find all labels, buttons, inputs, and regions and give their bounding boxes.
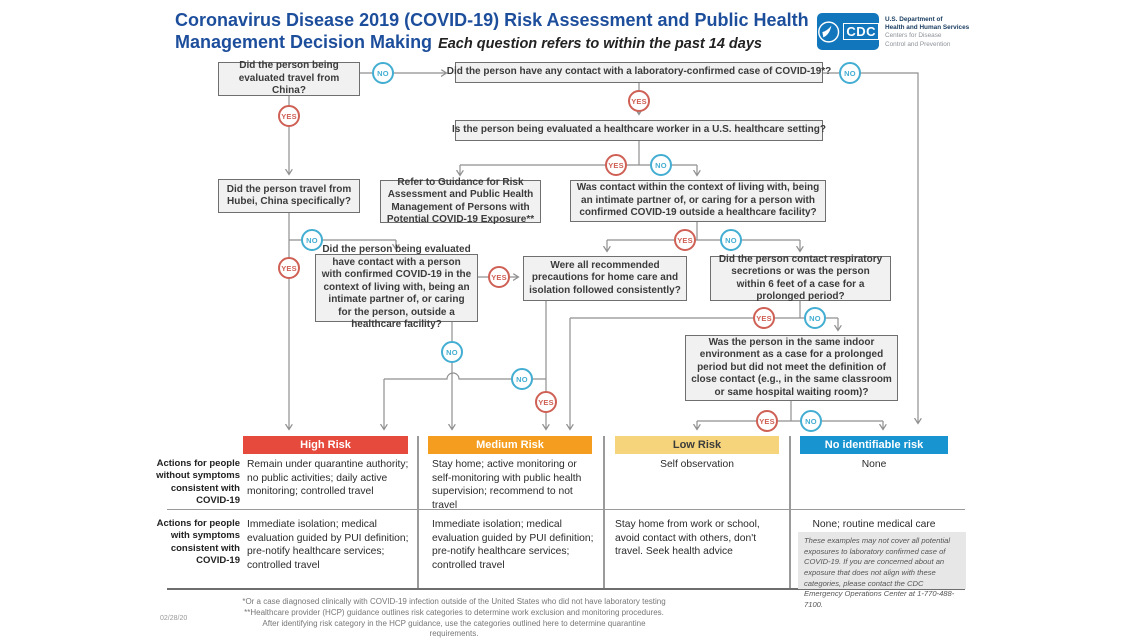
refer-guidance-box: Refer to Guidance for Risk Assessment an… <box>380 177 541 225</box>
yes-badge: YES <box>753 307 775 329</box>
title-line2: Management Decision Making Each question … <box>175 32 762 52</box>
date-stamp: 02/28/20 <box>160 615 188 622</box>
low-risk-bar: Low Risk <box>615 436 779 454</box>
title-subtitle: Each question refers to within the past … <box>438 36 762 52</box>
action-high-no-symptoms: Remain under quarantine authority; no pu… <box>247 459 409 498</box>
no-badge: NO <box>650 154 672 176</box>
row-label-without-symptoms: Actions for people without symptoms cons… <box>156 458 240 507</box>
action-norisk-no-symptoms: None <box>861 459 887 470</box>
question-indoor-environment: Was the person in the same indoor enviro… <box>685 335 898 401</box>
cdc-acronym: CDC <box>843 23 879 40</box>
yes-badge: YES <box>535 391 557 413</box>
yes-badge: YES <box>628 90 650 112</box>
no-badge: NO <box>511 368 533 390</box>
yes-badge: YES <box>756 410 778 432</box>
no-badge: NO <box>839 62 861 84</box>
logo-dept-line1: U.S. Department of <box>885 16 943 23</box>
yes-badge: YES <box>488 266 510 288</box>
no-identifiable-risk-bar: No identifiable risk <box>800 436 948 454</box>
question-contact-confirmed: Did the person have any contact with a l… <box>447 62 831 83</box>
footnotes: *Or a case diagnosed clinically with COV… <box>238 597 670 640</box>
question-respiratory: Did the person contact respiratory secre… <box>710 254 891 302</box>
no-badge: NO <box>301 229 323 251</box>
yes-badge: YES <box>674 229 696 251</box>
no-badge: NO <box>804 307 826 329</box>
column-divider <box>789 436 791 588</box>
action-low-no-symptoms: Self observation <box>660 459 734 470</box>
logo-sub-line1: Centers for Disease <box>885 32 942 40</box>
column-divider <box>417 436 419 588</box>
yes-badge: YES <box>605 154 627 176</box>
cdc-logo: CDC U.S. Department of Health and Human … <box>817 13 969 50</box>
yes-badge: YES <box>278 257 300 279</box>
high-risk-bar: High Risk <box>243 436 408 454</box>
footnote-2: **Healthcare provider (HCP) guidance out… <box>244 607 664 639</box>
logo-dept-line2: Health and Human Services <box>885 24 970 32</box>
action-high-symptoms: Immediate isolation; medical evaluation … <box>247 519 409 571</box>
cdc-logo-mark: CDC <box>817 13 879 50</box>
question-travel-china: Did the person being evaluated travel fr… <box>218 60 360 96</box>
medium-risk-bar: Medium Risk <box>428 436 592 454</box>
table-bottom-line <box>167 588 965 590</box>
no-badge: NO <box>720 229 742 251</box>
question-precautions: Were all recommended precautions for hom… <box>523 256 687 301</box>
action-medium-no-symptoms: Stay home; active monitoring or self-mon… <box>432 459 582 511</box>
question-travel-hubei: Did the person travel from Hubei, China … <box>218 179 360 213</box>
column-divider <box>603 436 605 588</box>
action-medium-symptoms: Immediate isolation; medical evaluation … <box>432 519 594 571</box>
no-badge: NO <box>441 341 463 363</box>
cdc-logo-text: U.S. Department of Health and Human Serv… <box>885 13 969 49</box>
exposure-note: These examples may not cover all potenti… <box>798 532 966 609</box>
page-title: Coronavirus Disease 2019 (COVID-19) Risk… <box>175 9 855 55</box>
question-contact-context: Was contact within the context of living… <box>570 180 826 222</box>
action-norisk-symptoms: None; routine medical care <box>812 519 936 530</box>
action-low-symptoms: Stay home from work or school, avoid con… <box>615 519 760 558</box>
row-separator <box>167 509 965 510</box>
question-healthcare-worker: Is the person being evaluated a healthca… <box>452 120 826 141</box>
no-badge: NO <box>372 62 394 84</box>
question-household-contact: Did the person being evaluated have cont… <box>315 244 478 330</box>
yes-badge: YES <box>278 105 300 127</box>
title-line1: Coronavirus Disease 2019 (COVID-19) Risk… <box>175 10 809 30</box>
logo-sub-line2: Control and Prevention <box>885 40 951 48</box>
footnote-1: *Or a case diagnosed clinically with COV… <box>242 597 666 606</box>
no-badge: NO <box>800 410 822 432</box>
hhs-eagle-icon <box>818 20 840 43</box>
row-label-with-symptoms: Actions for people with symptoms consist… <box>156 518 240 567</box>
